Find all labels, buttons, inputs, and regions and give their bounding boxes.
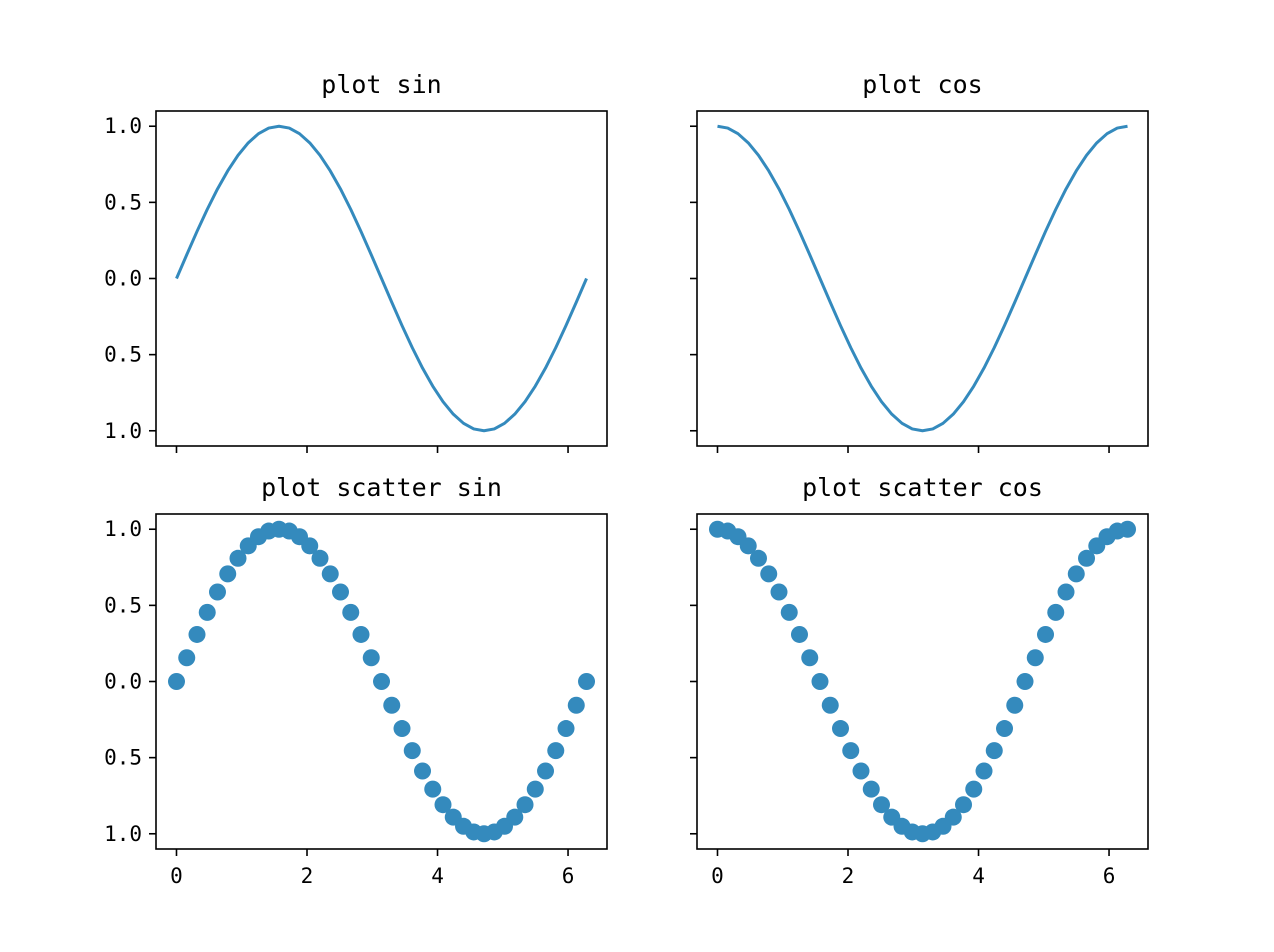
- scatter-point: [188, 625, 206, 643]
- scatter-point: [790, 625, 808, 643]
- axes-frame: [696, 110, 1149, 447]
- scatter-point: [178, 649, 196, 667]
- x-tick-label: 6: [562, 864, 575, 888]
- scatter-point: [393, 720, 411, 738]
- x-tick-label: 6: [1103, 864, 1116, 888]
- y-tick-label: 1.0: [104, 419, 142, 443]
- series-line: [175, 124, 588, 433]
- scatter-point: [167, 673, 185, 690]
- scatter-point: [557, 720, 575, 738]
- scatter-point: [1057, 583, 1075, 601]
- scatter-point: [208, 583, 226, 601]
- scatter-point: [842, 742, 860, 760]
- x-tick-label: 4: [431, 864, 444, 888]
- scatter-point: [414, 762, 432, 780]
- y-tick-label: 0.5: [104, 190, 142, 214]
- scatter-point: [311, 549, 329, 567]
- scatter-point: [373, 673, 391, 690]
- y-tick-label: 0.0: [104, 670, 142, 694]
- scatter-point: [975, 762, 993, 780]
- series-line: [717, 124, 1128, 433]
- scatter-point: [1047, 603, 1065, 621]
- scatter-point: [229, 549, 247, 567]
- scatter-point: [1006, 696, 1024, 714]
- scatter-point: [403, 742, 421, 760]
- axes-frame: [696, 513, 1149, 850]
- subplot-3: plot scatter sin 0 2 4 6 1.0 0.5 0.0 0.5 1.0: [104, 473, 608, 888]
- scatter-point: [965, 780, 983, 798]
- scatter-point: [780, 603, 798, 621]
- scatter-point: [516, 796, 534, 814]
- scatter-point: [985, 742, 1003, 760]
- y-tick-label: 0.5: [104, 343, 142, 367]
- x-tick-label: 2: [301, 864, 314, 888]
- scatter-point: [1067, 565, 1085, 583]
- scatter-point: [352, 625, 370, 643]
- y-tick-label: 1.0: [104, 517, 142, 541]
- scatter-point: [301, 537, 319, 555]
- scatter-point: [801, 649, 819, 667]
- scatter-point: [362, 649, 380, 667]
- x-tick-label: 2: [842, 864, 855, 888]
- scatter-point: [832, 720, 849, 738]
- y-tick-label: 0.0: [104, 267, 142, 291]
- scatter-point: [944, 808, 962, 826]
- subplot-title: plot scatter sin: [261, 473, 502, 502]
- scatter-point: [739, 537, 757, 555]
- scatter-point: [342, 603, 360, 621]
- x-tick-label: 0: [711, 864, 724, 888]
- scatter-point: [749, 549, 767, 567]
- scatter-point: [198, 603, 216, 621]
- scatter-point: [770, 583, 788, 601]
- scatter-point: [996, 720, 1014, 738]
- scatter-point: [537, 762, 555, 780]
- scatter-point: [332, 583, 349, 601]
- y-tick-label: 1.0: [104, 114, 142, 138]
- y-tick-label: 0.5: [104, 593, 142, 617]
- subplot-1: plot sin 1.0 0.5 0.0 0.5 1.0: [104, 70, 608, 453]
- scatter-point: [1016, 673, 1034, 690]
- subplot-2: plot cos: [690, 70, 1149, 453]
- scatter-point: [383, 696, 401, 714]
- scatter-point: [760, 565, 778, 583]
- scatter-point: [862, 780, 880, 798]
- scatter-point: [955, 796, 973, 814]
- scatter-point: [578, 673, 596, 690]
- scatter-point: [821, 696, 839, 714]
- scatter-point: [1026, 649, 1044, 667]
- x-tick-label: 0: [170, 864, 183, 888]
- scatter-point: [434, 796, 452, 814]
- subplot-title: plot scatter cos: [802, 473, 1043, 502]
- scatter-point: [1037, 625, 1055, 643]
- scatter-point: [873, 796, 890, 814]
- scatter-point: [526, 780, 544, 798]
- scatter-point: [1119, 520, 1137, 538]
- subplot-4: plot scatter cos 0 2 4 6: [690, 473, 1149, 888]
- scatter-point: [811, 673, 829, 690]
- scatter-point: [321, 565, 339, 583]
- scatter-point: [506, 808, 524, 826]
- scatter-point: [1078, 549, 1096, 567]
- scatter-point: [852, 762, 870, 780]
- subplot-title: plot cos: [862, 70, 982, 99]
- scatter-point: [219, 565, 237, 583]
- x-tick-label: 4: [972, 864, 985, 888]
- scatter-point: [567, 696, 585, 714]
- subplot-title: plot sin: [321, 70, 441, 99]
- scatter-point: [547, 742, 565, 760]
- scatter-point: [424, 780, 442, 798]
- y-tick-label: 1.0: [104, 822, 142, 846]
- y-tick-label: 0.5: [104, 746, 142, 770]
